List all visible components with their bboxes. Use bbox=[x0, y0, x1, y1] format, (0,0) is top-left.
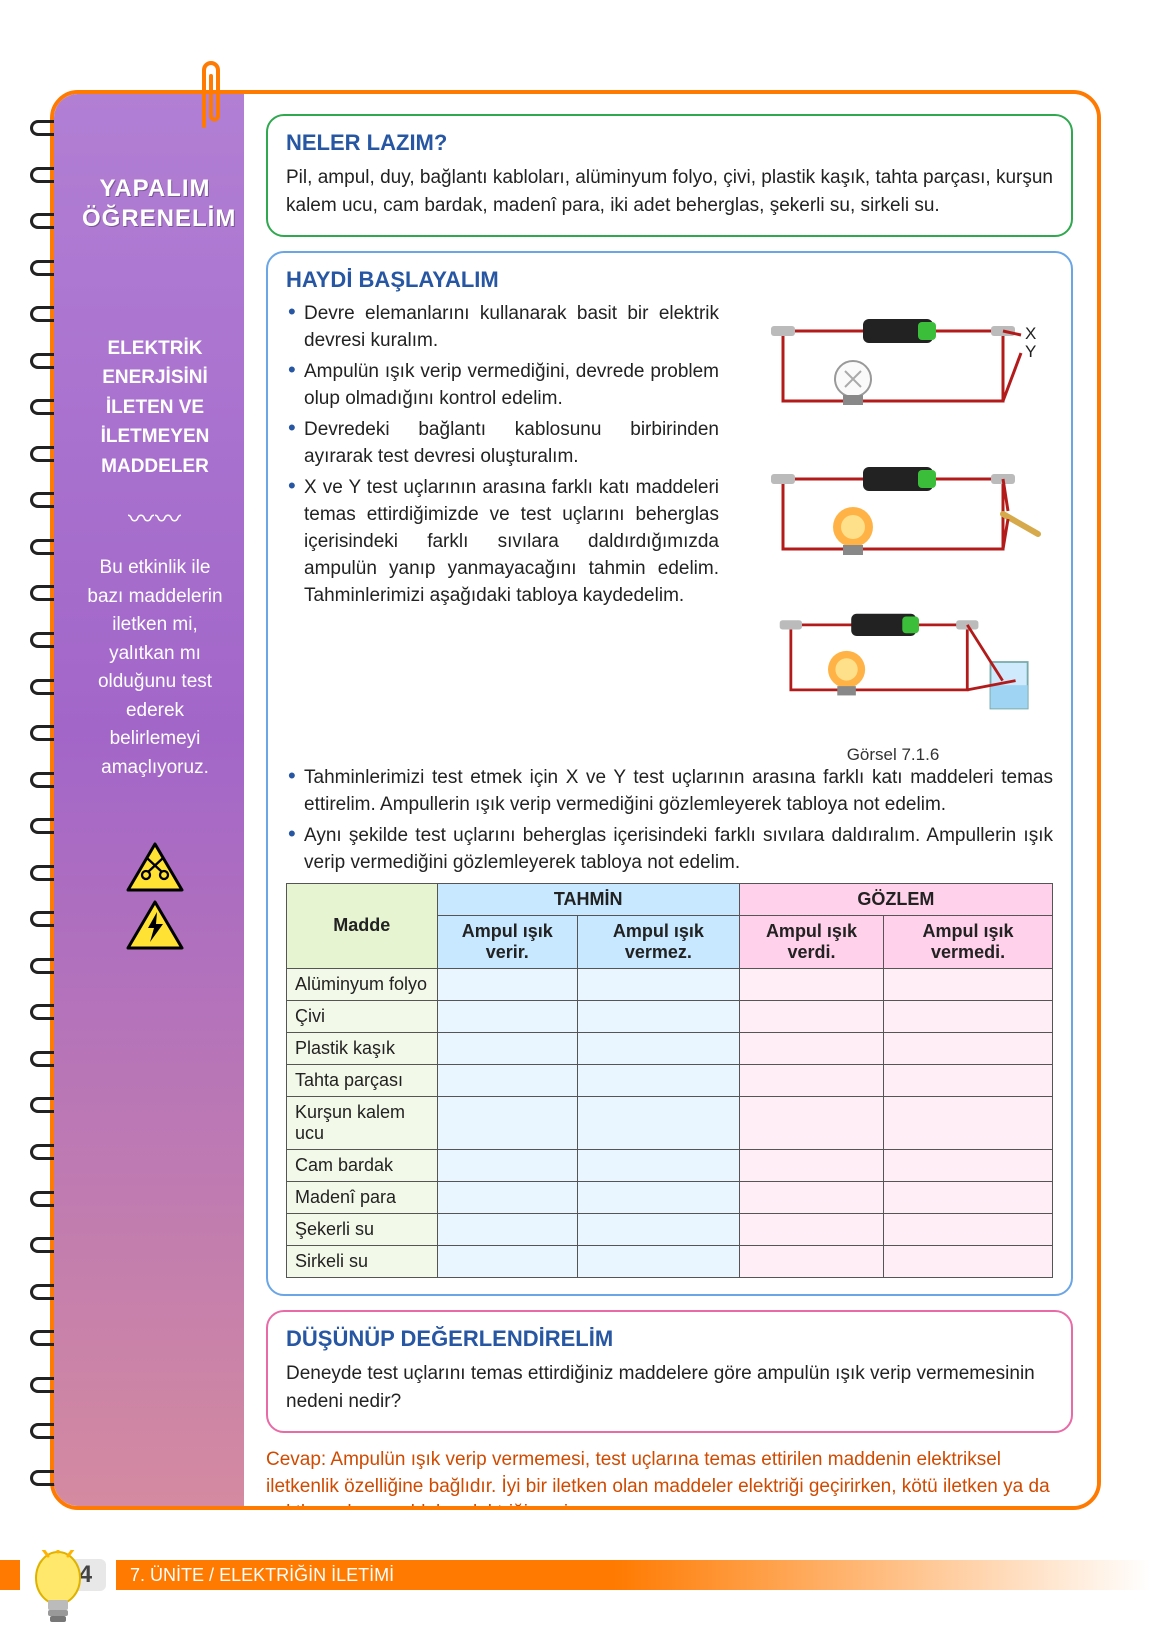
table-row: Plastik kaşık bbox=[287, 1032, 1053, 1064]
wave-divider-icon: 〰〰 bbox=[82, 499, 228, 536]
procedure-heading: HAYDİ BAŞLAYALIM bbox=[286, 267, 1053, 293]
table-row: Tahta parçası bbox=[287, 1064, 1053, 1096]
table-row: Cam bardak bbox=[287, 1149, 1053, 1181]
footer: 224 7. ÜNİTE / ELEKTRİĞİN İLETİMİ bbox=[0, 1560, 1151, 1590]
footer-accent bbox=[0, 1560, 20, 1590]
table-row: Kurşun kalem ucu bbox=[287, 1096, 1053, 1149]
paperclip-icon bbox=[194, 52, 228, 134]
sidebar-title-line2: ÖĞRENELİM bbox=[82, 205, 236, 232]
content-area: NELER LAZIM? Pil, ampul, duy, bağlantı k… bbox=[244, 94, 1097, 1506]
table-row: Sirkeli su bbox=[287, 1245, 1053, 1277]
procedure-row: Devre elemanlarını kullanarak basit bir … bbox=[286, 301, 1053, 765]
table-body: Alüminyum folyo Çivi Plastik kaşık Tahta… bbox=[287, 968, 1053, 1277]
figure-caption: Görsel 7.1.6 bbox=[847, 745, 940, 765]
procedure-box: HAYDİ BAŞLAYALIM Devre elemanlarını kull… bbox=[266, 251, 1073, 1296]
circuit-figure-3 bbox=[743, 597, 1043, 727]
materials-box: NELER LAZIM? Pil, ampul, duy, bağlantı k… bbox=[266, 114, 1073, 237]
col-g2: Ampul ışık vermedi. bbox=[884, 915, 1053, 968]
circuit-figures: X Y bbox=[733, 301, 1053, 765]
step: Aynı şekilde test uçlarını beherglas içe… bbox=[286, 823, 1053, 877]
unit-title: 7. ÜNİTE / ELEKTRİĞİN İLETİMİ bbox=[116, 1560, 1151, 1590]
evaluate-question: Deneyde test uçlarını temas ettirdiğiniz… bbox=[286, 1360, 1053, 1415]
table-row: Alüminyum folyo bbox=[287, 968, 1053, 1000]
step: Devredeki bağlantı kablosunu birbirinden… bbox=[286, 417, 719, 471]
table-row: Madenî para bbox=[287, 1181, 1053, 1213]
sidebar-title-line1: YAPALIM bbox=[99, 175, 210, 202]
sidebar-purpose: Bu etkinlik ile bazı maddelerin iletken … bbox=[82, 554, 228, 782]
page: YAPALIM ÖĞRENELİM ELEKTRİK ENERJİSİNİ İL… bbox=[0, 0, 1151, 1624]
col-t1: Ampul ışık verir. bbox=[437, 915, 577, 968]
evaluate-heading: DÜŞÜNÜP DEĞERLENDİRELİM bbox=[286, 1326, 1053, 1352]
circuit-figure-1: X Y bbox=[743, 301, 1043, 431]
evaluate-box: DÜŞÜNÜP DEĞERLENDİRELİM Deneyde test uçl… bbox=[266, 1310, 1073, 1433]
procedure-text-col: Devre elemanlarını kullanarak basit bir … bbox=[286, 301, 719, 765]
sidebar: YAPALIM ÖĞRENELİM ELEKTRİK ENERJİSİNİ İL… bbox=[54, 94, 244, 1506]
lightbulb-icon bbox=[28, 1550, 88, 1630]
label-x: X bbox=[1025, 324, 1036, 343]
step: X ve Y test uçlarının arasına farklı kat… bbox=[286, 475, 719, 610]
table-row: Çivi bbox=[287, 1000, 1053, 1032]
step: Devre elemanlarını kullanarak basit bir … bbox=[286, 301, 719, 355]
observation-table: Madde TAHMİN GÖZLEM Ampul ışık verir. Am… bbox=[286, 883, 1053, 1278]
group-tahmin: TAHMİN bbox=[437, 883, 739, 915]
materials-heading: NELER LAZIM? bbox=[286, 130, 1053, 156]
notebook-frame: YAPALIM ÖĞRENELİM ELEKTRİK ENERJİSİNİ İL… bbox=[50, 90, 1101, 1510]
materials-text: Pil, ampul, duy, bağlantı kabloları, alü… bbox=[286, 164, 1053, 219]
step: Ampulün ışık verip vermediğini, devrede … bbox=[286, 359, 719, 413]
sidebar-warning-icons bbox=[82, 842, 228, 950]
group-gozlem: GÖZLEM bbox=[739, 883, 1052, 915]
electric-warning-icon bbox=[126, 900, 184, 950]
sidebar-title: YAPALIM ÖĞRENELİM bbox=[82, 174, 228, 234]
col-t2: Ampul ışık vermez. bbox=[577, 915, 739, 968]
answer-text: Cevap: Ampulün ışık verip vermemesi, tes… bbox=[266, 1447, 1073, 1506]
col-madde: Madde bbox=[287, 883, 438, 968]
circuit-figure-2 bbox=[743, 449, 1043, 579]
procedure-steps-full: Tahminlerimizi test etmek için X ve Y te… bbox=[286, 765, 1053, 877]
table-row: Şekerli su bbox=[287, 1213, 1053, 1245]
step: Tahminlerimizi test etmek için X ve Y te… bbox=[286, 765, 1053, 819]
sidebar-section-label: ELEKTRİK ENERJİSİNİ İLETEN VE İLETMEYEN … bbox=[82, 334, 228, 481]
scissors-warning-icon bbox=[126, 842, 184, 892]
label-y: Y bbox=[1025, 342, 1036, 361]
procedure-steps-left: Devre elemanlarını kullanarak basit bir … bbox=[286, 301, 719, 610]
col-g1: Ampul ışık verdi. bbox=[739, 915, 883, 968]
